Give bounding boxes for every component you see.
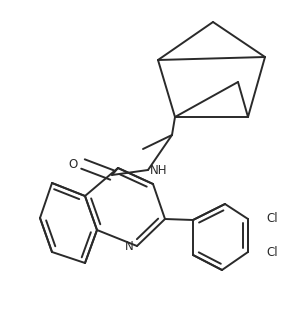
Text: Cl: Cl [266,212,278,225]
Text: NH: NH [150,163,168,177]
Text: N: N [125,240,134,254]
Text: Cl: Cl [266,245,278,259]
Text: O: O [69,157,78,171]
